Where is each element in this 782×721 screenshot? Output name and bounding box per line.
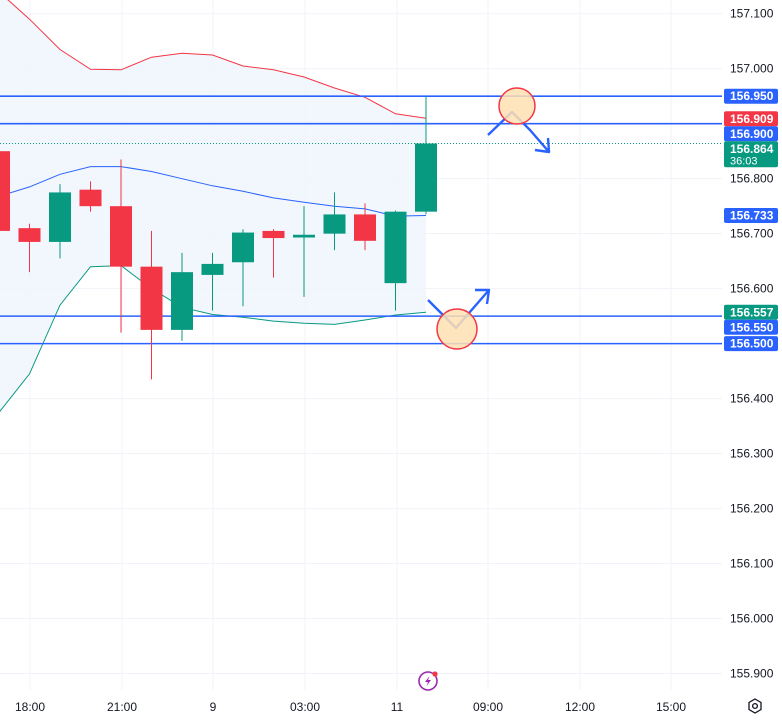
price-badge-label: 156.950 [730, 89, 774, 103]
price-badge-label: 156.733 [730, 209, 774, 223]
candle[interactable] [415, 96, 437, 215]
horizontal-levels [0, 95, 722, 345]
bottom-target-marker[interactable] [436, 308, 478, 350]
candle[interactable] [323, 192, 346, 251]
candle[interactable] [79, 181, 102, 212]
y-tick-label: 156.800 [730, 172, 774, 186]
drawing-annotations [427, 87, 551, 350]
y-tick-label: 156.400 [730, 392, 774, 406]
middle-band-line [0, 166, 427, 217]
candle[interactable] [110, 159, 132, 333]
price-badge: 156.950 [724, 88, 778, 104]
y-tick-label: 157.000 [730, 62, 774, 76]
candle[interactable] [171, 252, 193, 341]
candles [0, 96, 437, 380]
candle-body [354, 214, 376, 241]
x-tick-label: 15:00 [656, 700, 686, 714]
bottom-arrow-head [475, 288, 491, 305]
y-tick-label: 155.900 [730, 667, 774, 681]
candle-body [232, 232, 254, 263]
y-tick-label: 156.300 [730, 447, 774, 461]
candle-body [140, 266, 163, 330]
y-tick-label: 156.100 [730, 557, 774, 571]
price-badge: 156.900 [724, 126, 778, 142]
candle-body [323, 214, 346, 234]
candle[interactable] [0, 146, 10, 234]
x-tick-label: 03:00 [290, 700, 320, 714]
y-tick-label: 156.600 [730, 282, 774, 296]
candle[interactable] [140, 230, 163, 380]
top-target-marker[interactable] [498, 87, 536, 125]
lower-band-line [0, 265, 427, 412]
x-tick-label: 18:00 [15, 700, 45, 714]
gear-icon[interactable] [748, 698, 762, 714]
price-badge: 156.733 [724, 208, 778, 224]
candle-body [171, 272, 193, 330]
candle[interactable] [49, 184, 71, 259]
price-badge: 156.500 [724, 336, 778, 352]
bollinger-band-fill [0, 0, 426, 412]
price-badge-label: 156.557 [730, 305, 774, 319]
x-tick-label: 21:00 [107, 700, 137, 714]
candle[interactable] [262, 229, 285, 278]
candle-body [49, 192, 71, 242]
lightning-icon[interactable] [418, 671, 438, 691]
candle-body [0, 151, 10, 231]
price-badge-label: 156.900 [730, 127, 774, 141]
y-tick-label: 157.100 [730, 7, 774, 21]
x-axis: 18:00 21:00 9 03:00 11 09:00 12:00 15:00 [15, 700, 686, 714]
candle-body [201, 263, 224, 275]
price-badge-label: 156.909 [730, 112, 774, 126]
price-badge: 156.557 [724, 304, 778, 320]
price-badge-label: 156.864 [730, 142, 774, 156]
price-badge-label: 156.500 [730, 337, 774, 351]
candle[interactable] [201, 252, 224, 311]
price-badge: 156.909 [724, 111, 778, 127]
price-badge-label: 156.550 [730, 320, 774, 334]
candle-body [262, 230, 285, 239]
x-tick-label: 09:00 [473, 700, 503, 714]
candle[interactable] [354, 203, 376, 251]
y-tick-label: 156.700 [730, 227, 774, 241]
candle[interactable] [293, 206, 315, 297]
x-tick-label: 12:00 [565, 700, 595, 714]
x-tick-label: 11 [391, 700, 404, 714]
countdown-label: 36:03 [730, 155, 758, 167]
upper-band-line [7, 0, 427, 119]
candle-body [110, 206, 132, 267]
candle-body [293, 234, 315, 238]
price-badge: 156.550 [724, 319, 778, 335]
candle-body [415, 143, 437, 212]
y-tick-label: 156.000 [730, 612, 774, 626]
y-axis: 157.100 157.000 156.800 156.700 156.600 156.4… [730, 7, 774, 681]
candle-body [18, 228, 41, 242]
candle[interactable] [18, 223, 41, 273]
candle[interactable] [384, 210, 407, 311]
top-arrow-head [534, 137, 551, 154]
candle[interactable] [232, 229, 254, 307]
candle-body [384, 211, 407, 284]
x-tick-label: 9 [210, 700, 217, 714]
y-tick-label: 156.200 [730, 502, 774, 516]
candle-body [79, 189, 102, 207]
